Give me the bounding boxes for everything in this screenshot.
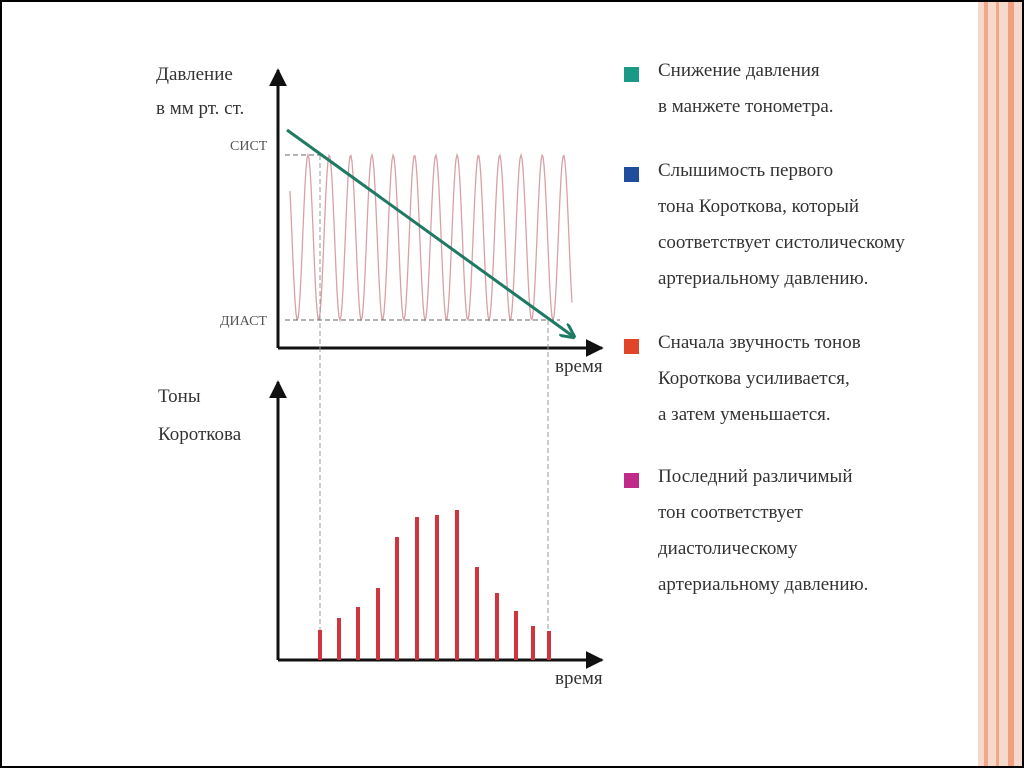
legend-text: Короткова усиливается, [658,368,850,389]
side-stripes [978,2,1022,766]
x-label: время [555,356,603,377]
legend-text: соответствует систолическому [658,232,905,253]
legend-text: тон соответствует [658,502,804,523]
legend-text: диастолическому [658,538,798,559]
legend-text: а затем уменьшается. [658,404,831,425]
dia-label: ДИАСТ [220,314,267,329]
legend-swatch [624,473,639,488]
legend-text: Слышимость первого [658,160,833,181]
legend-text: Последний различимый [658,466,852,487]
axis-label: Короткова [158,424,242,445]
diagram: Давление в мм рт. ст. СИСТ ДИАСТ время Т… [156,64,604,689]
x-label: время [555,668,603,689]
tone-bars [318,510,551,660]
legend-text: Снижение давления [658,60,820,81]
axis-label: в мм рт. ст. [156,98,244,119]
legend-swatch [624,339,639,354]
legend-swatch [624,67,639,82]
legend-text: Сначала звучность тонов [658,332,861,353]
legend: Снижение давления в манжете тонометра. Слы… [624,60,905,595]
axis-label: Давление [156,64,233,85]
legend-text: артериальному давлению. [658,574,868,595]
legend-swatch [624,167,639,182]
axis-label: Тоны [158,386,201,407]
pulse-wave [289,152,573,323]
sys-label: СИСТ [230,139,268,154]
legend-text: артериальному давлению. [658,268,868,289]
cuff-pressure-arrow [286,128,574,337]
legend-text: в манжете тонометра. [658,96,834,117]
legend-text: тона Короткова, который [658,196,859,217]
